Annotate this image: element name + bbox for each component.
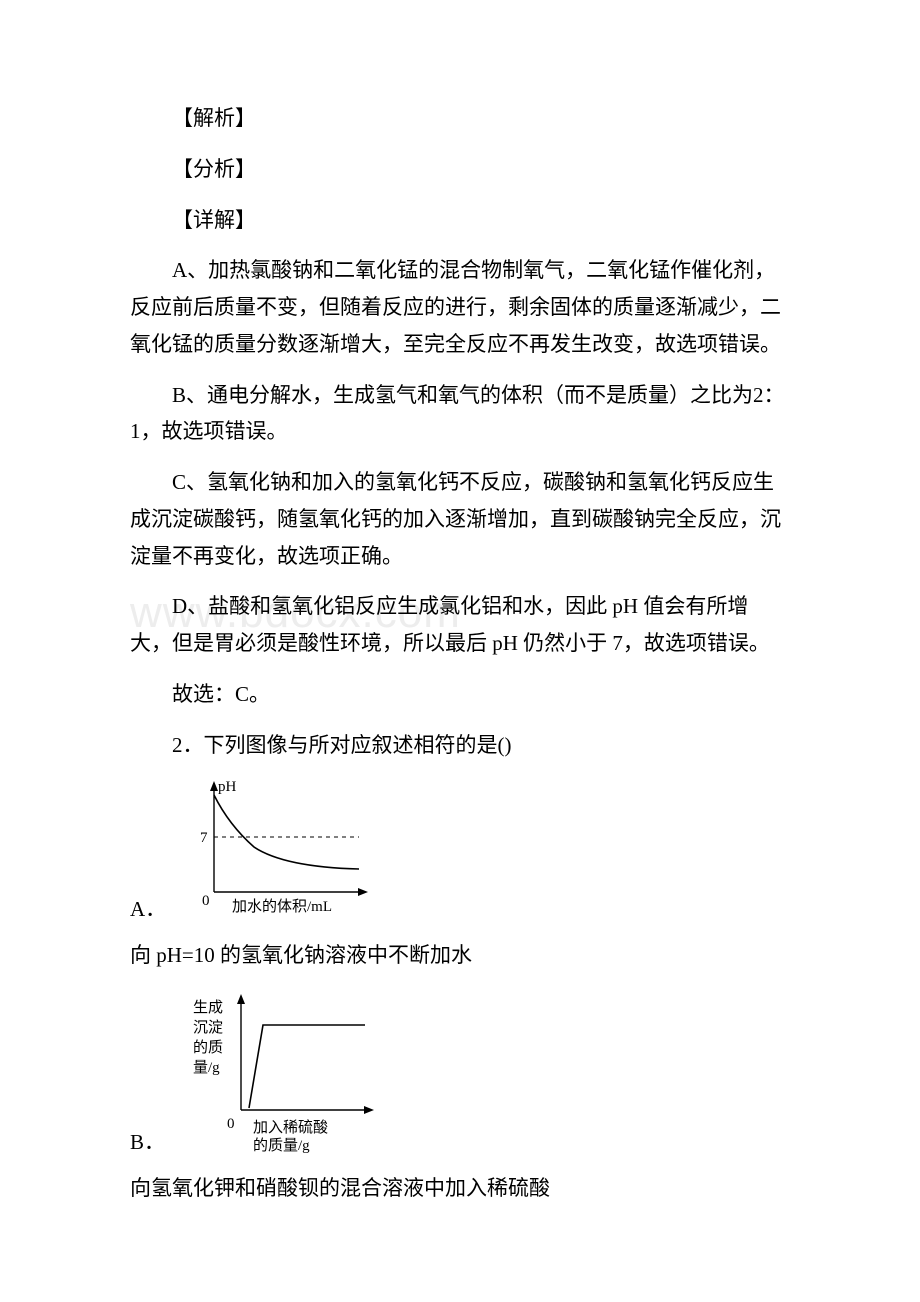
chart-b-ylabel-0: 生成 — [193, 999, 223, 1016]
chart-b-ylabel-2: 的质 — [193, 1039, 223, 1056]
option-b-letter: B． — [130, 1126, 165, 1160]
option-a-desc: 向 pH=10 的氢氧化钠溶液中不断加水 — [130, 937, 790, 974]
option-a-letter: A． — [130, 893, 166, 927]
detail-heading: 【详解】 — [130, 202, 790, 239]
option-a-row: A． pH 7 0 加水的体积/mL — [130, 777, 790, 927]
detail-d: D、盐酸和氢氧化铝反应生成氯化铝和水，因此 pH 值会有所增大，但是胃必须是酸性… — [130, 588, 790, 662]
chart-a-ylabel: pH — [218, 779, 237, 795]
chart-b-ylabel-3: 量/g — [193, 1060, 220, 1076]
chart-a-ytick: 7 — [200, 830, 208, 846]
option-b-row: B． 生成 沉淀 的质 量/g 0 加入稀硫酸 的质量/g — [130, 990, 790, 1160]
q2-stem: 2．下列图像与所对应叙述相符的是() — [130, 727, 790, 764]
chart-a-xlabel: 加水的体积/mL — [232, 898, 332, 915]
option-b-desc: 向氢氧化钾和硝酸钡的混合溶液中加入稀硫酸 — [130, 1170, 790, 1207]
chart-b-xlabel-0: 加入稀硫酸 — [253, 1119, 328, 1136]
detail-c: C、氢氧化钠和加入的氢氧化钙不反应，碳酸钠和氢氧化钙反应生成沉淀碳酸钙，随氢氧化… — [130, 464, 790, 574]
fenxi-heading: 【分析】 — [130, 151, 790, 188]
chart-b-origin: 0 — [227, 1116, 235, 1132]
chart-a-origin: 0 — [202, 893, 210, 909]
chart-b-xlabel-1: 的质量/g — [253, 1137, 310, 1154]
option-b-chart: 生成 沉淀 的质 量/g 0 加入稀硫酸 的质量/g — [183, 990, 383, 1160]
detail-a: A、加热氯酸钠和二氧化锰的混合物制氧气，二氧化锰作催化剂，反应前后质量不变，但随… — [130, 252, 790, 362]
option-a-chart: pH 7 0 加水的体积/mL — [184, 777, 374, 927]
detail-b: B、通电分解水，生成氢气和氧气的体积（而不是质量）之比为2：1，故选项错误。 — [130, 377, 790, 451]
chart-b-ylabel-1: 沉淀 — [193, 1019, 223, 1036]
analysis-heading: 【解析】 — [130, 100, 790, 137]
conclusion: 故选：C。 — [130, 676, 790, 713]
